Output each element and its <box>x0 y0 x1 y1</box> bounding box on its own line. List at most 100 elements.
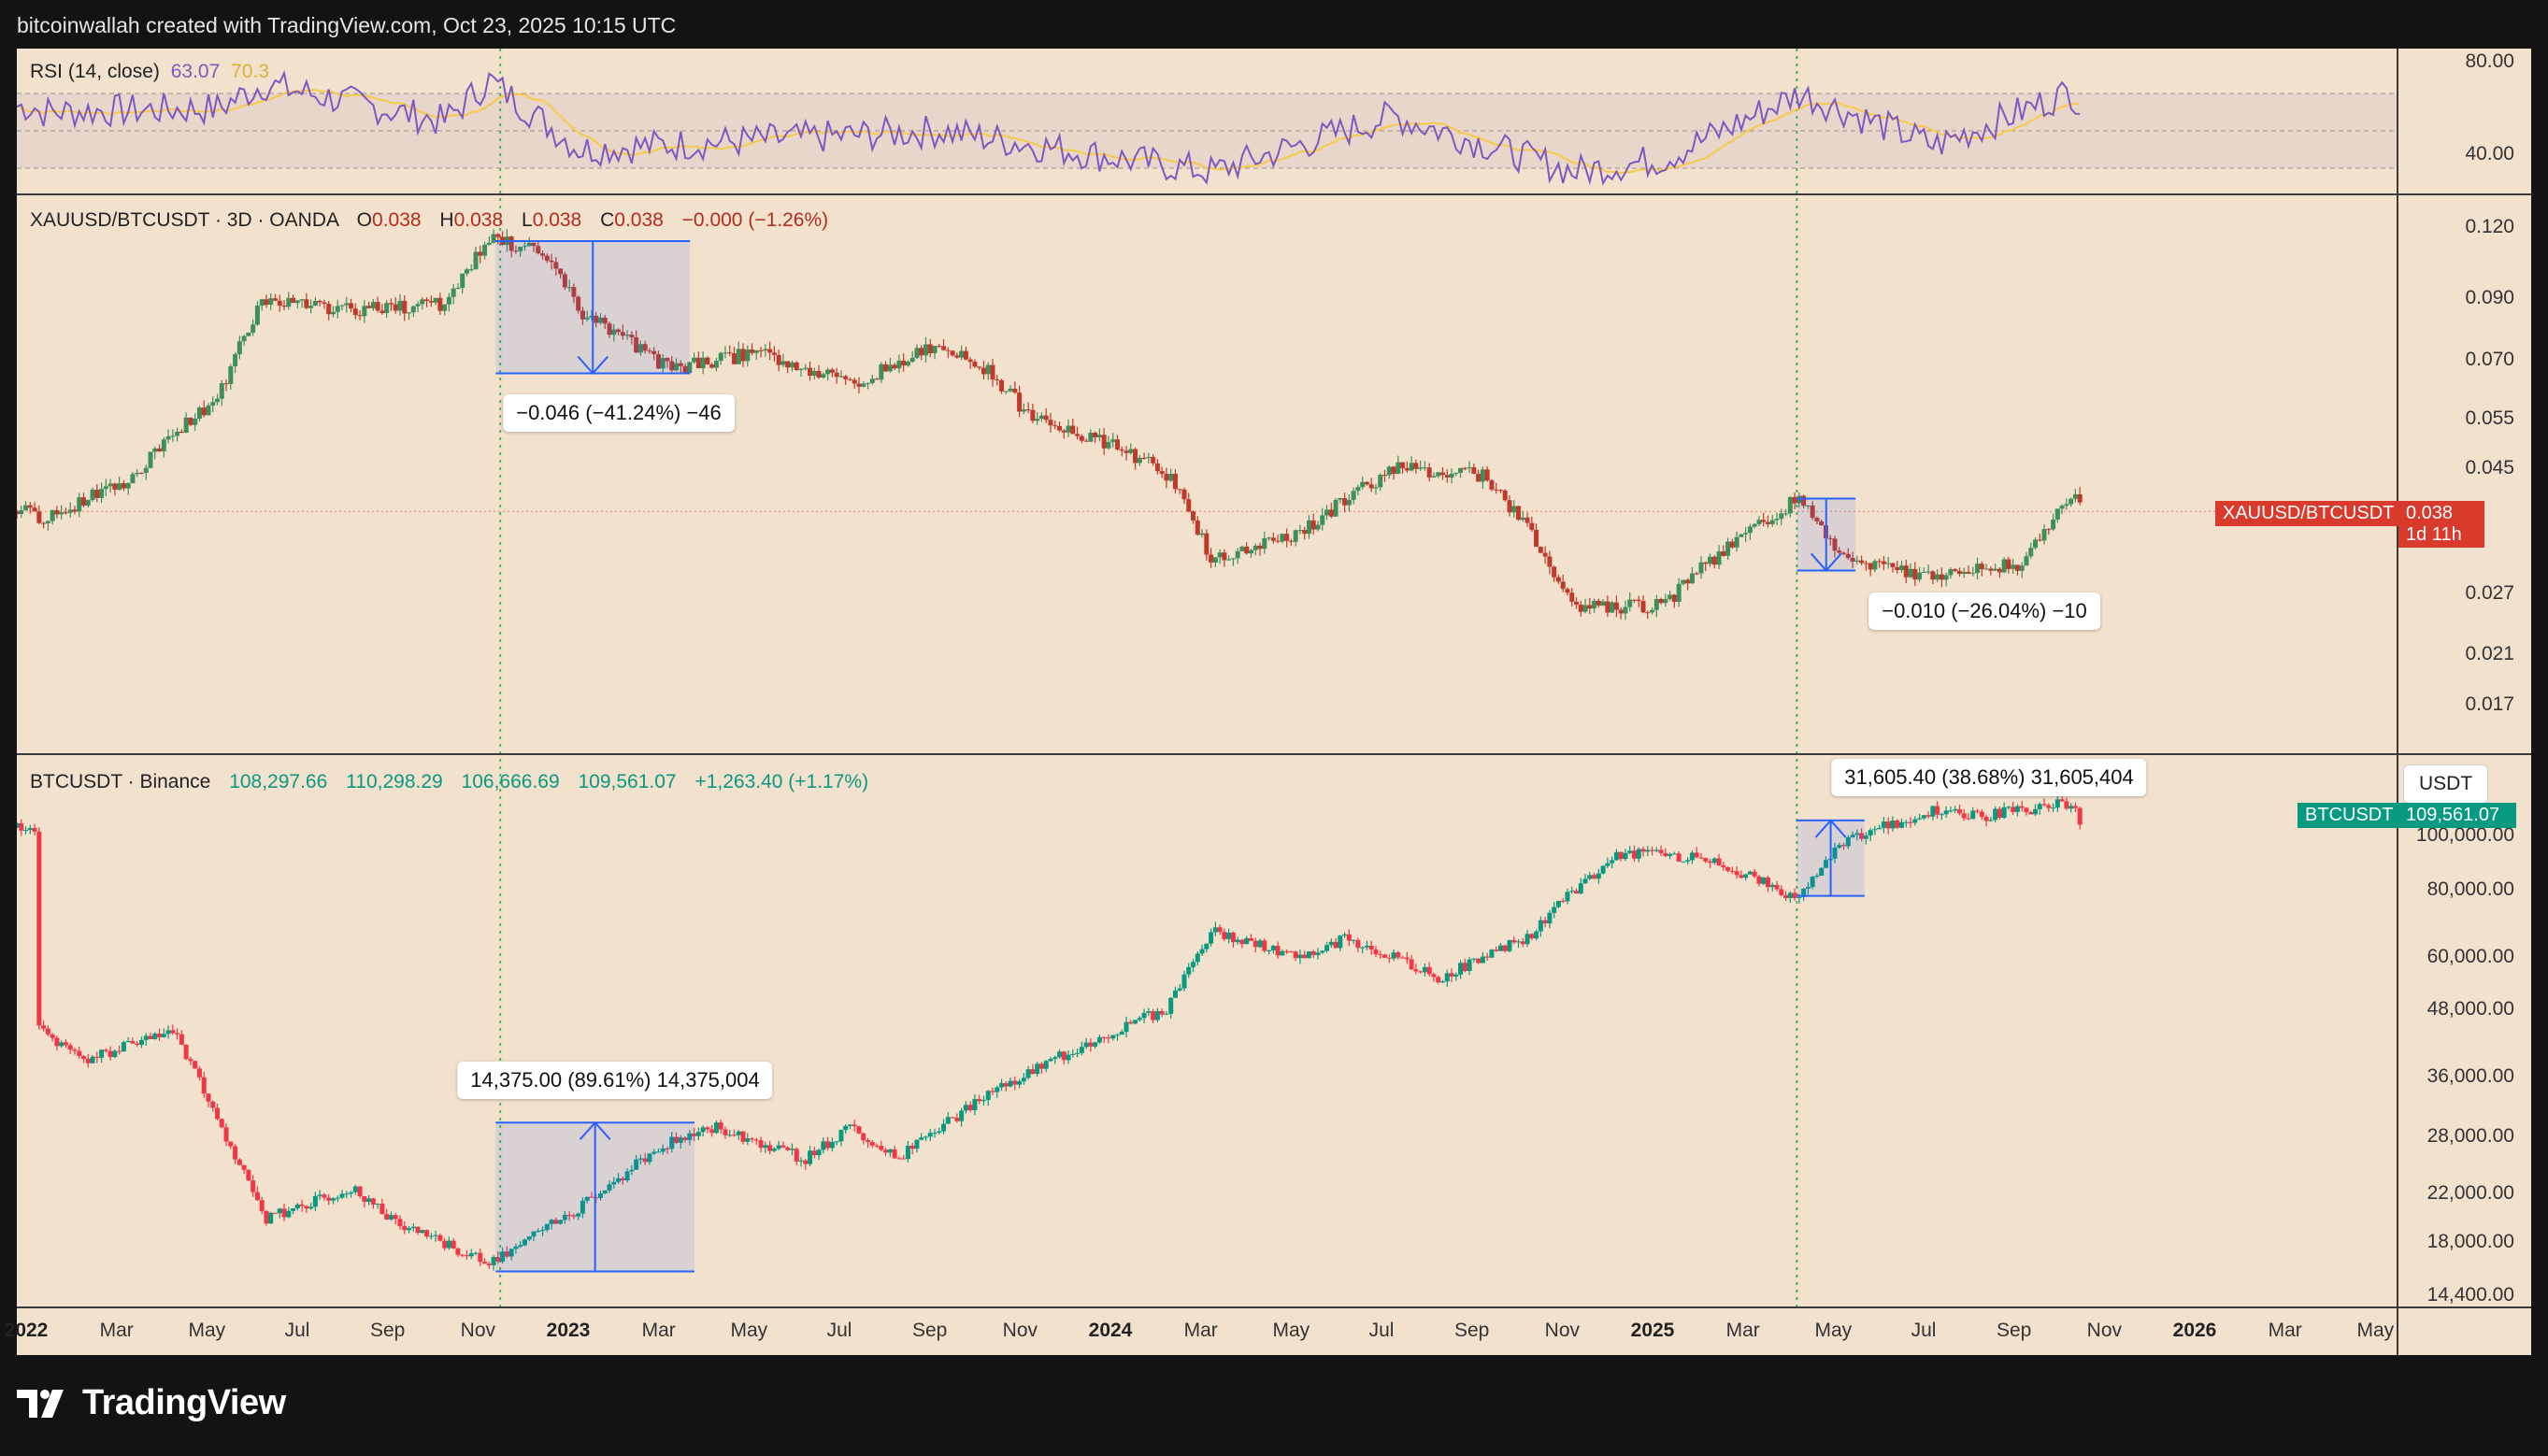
ratio-candle <box>1075 434 1081 436</box>
ratio-candle <box>152 448 158 452</box>
pane-separator[interactable] <box>17 193 2531 195</box>
ratio-candle <box>94 490 100 498</box>
ratio-candle <box>1306 520 1311 535</box>
ratio-candle <box>41 522 47 524</box>
ratio-candle <box>1796 495 1802 504</box>
btc-measure-label[interactable]: 31,605.40 (38.68%) 31,605,404 <box>1831 759 2147 796</box>
btc-candle <box>1226 932 1232 939</box>
btc-candle <box>1948 810 1954 812</box>
btc-candle <box>629 1169 635 1172</box>
btc-symbol-tag: BTCUSDT <box>2297 803 2401 828</box>
ratio-candle <box>1552 566 1557 578</box>
chart-area[interactable]: RSI (14, close) 63.07 70.3 80.00 40.00 X… <box>5 49 2531 1355</box>
btc-candle <box>1351 939 1356 941</box>
btc-candle <box>1895 821 1900 828</box>
btc-measure-label[interactable]: 14,375.00 (89.61%) 14,375,004 <box>457 1062 773 1099</box>
ratio-candle <box>1257 545 1263 550</box>
time-axis-label: Mar <box>1725 1320 1760 1341</box>
btc-candle <box>883 1149 889 1153</box>
ratio-candle <box>536 246 541 254</box>
btc-candle <box>99 1049 105 1058</box>
ratio-candle <box>201 407 207 416</box>
btc-candle <box>2041 804 2047 806</box>
btc-candle <box>655 1151 661 1153</box>
ratio-candle <box>1280 534 1285 542</box>
ratio-candle <box>1658 599 1664 604</box>
btc-candle <box>1315 952 1321 955</box>
ratio-candle <box>866 382 871 384</box>
btc-candle <box>522 1239 527 1246</box>
time-axis-label: 2024 <box>1088 1320 1133 1341</box>
ratio-candle <box>1685 579 1691 584</box>
btc-candle <box>967 1105 973 1110</box>
ratio-candle <box>2006 559 2011 569</box>
ratio-candle <box>379 310 385 313</box>
btc-candle <box>1267 949 1272 951</box>
ratio-candle <box>330 311 336 315</box>
btc-candle <box>740 1131 746 1142</box>
ratio-candle <box>1645 612 1651 614</box>
ratio-candle <box>90 490 95 501</box>
btc-candle <box>1538 920 1543 932</box>
btc-legend[interactable]: BTCUSDT · Binance 108,297.66 110,298.29 … <box>30 771 868 793</box>
ratio-close: 0.038 <box>614 209 664 231</box>
chart-canvas[interactable] <box>17 49 2531 1355</box>
btc-candle <box>424 1230 430 1237</box>
btc-candle <box>1560 901 1566 903</box>
ratio-candle <box>1827 537 1833 539</box>
ratio-candle <box>1439 472 1445 476</box>
ratio-candle <box>753 350 759 353</box>
ratio-candle <box>228 365 234 384</box>
ratio-measure-label[interactable]: −0.010 (−26.04%) −10 <box>1868 592 2100 630</box>
currency-selector-button[interactable]: USDT <box>2403 764 2489 804</box>
btc-candle <box>2054 799 2060 808</box>
ratio-candle <box>1288 540 1294 542</box>
ratio-candle <box>175 431 180 436</box>
ratio-candle <box>1212 557 1218 563</box>
btc-candle <box>1708 861 1713 864</box>
btc-candle <box>1592 875 1597 879</box>
btc-candle <box>705 1127 710 1130</box>
btc-candle <box>1106 1037 1111 1039</box>
ratio-candle <box>1061 430 1066 433</box>
btc-candle <box>1239 939 1245 945</box>
ratio-candle <box>919 348 924 356</box>
ratio-candle <box>312 301 318 307</box>
ratio-measure-label[interactable]: −0.046 (−41.24%) −46 <box>503 394 735 432</box>
btc-candle <box>945 1117 951 1124</box>
ratio-candle <box>135 472 140 475</box>
ratio-candle <box>19 509 24 515</box>
ratio-candle <box>17 511 20 515</box>
btc-candle <box>1378 954 1383 956</box>
ratio-candle <box>1209 554 1214 563</box>
ratio-candle <box>63 512 68 514</box>
ratio-candle <box>1048 420 1053 426</box>
btc-candle <box>1912 819 1918 823</box>
btc-candle <box>1552 906 1557 913</box>
ratio-candle <box>1734 536 1739 548</box>
ratio-candle <box>709 364 715 368</box>
btc-candle <box>753 1139 759 1141</box>
btc-candle <box>1511 940 1517 943</box>
ratio-candle <box>1315 524 1321 530</box>
ratio-candle <box>767 349 773 353</box>
ratio-candle <box>1310 520 1316 530</box>
ratio-candle <box>362 306 367 317</box>
ratio-candle <box>1025 409 1031 411</box>
ratio-candle <box>1779 513 1784 520</box>
ratio-candle <box>544 255 550 261</box>
ratio-candle <box>1814 517 1820 521</box>
btc-candle <box>322 1194 327 1198</box>
ratio-candle <box>794 362 799 371</box>
rsi-legend[interactable]: RSI (14, close) 63.07 70.3 <box>30 61 269 83</box>
ratio-candle <box>1765 521 1770 524</box>
btc-candle <box>72 1049 78 1051</box>
btc-candle <box>927 1133 933 1137</box>
ratio-candle <box>1052 425 1058 427</box>
btc-candle <box>1480 956 1485 964</box>
ratio-candle <box>763 349 768 351</box>
ratio-candle <box>161 439 166 451</box>
ratio-legend[interactable]: XAUUSD/BTCUSDT · 3D · OANDA O0.038 H0.03… <box>30 209 828 232</box>
pane-separator[interactable] <box>17 753 2531 755</box>
btc-candle <box>1885 821 1891 829</box>
